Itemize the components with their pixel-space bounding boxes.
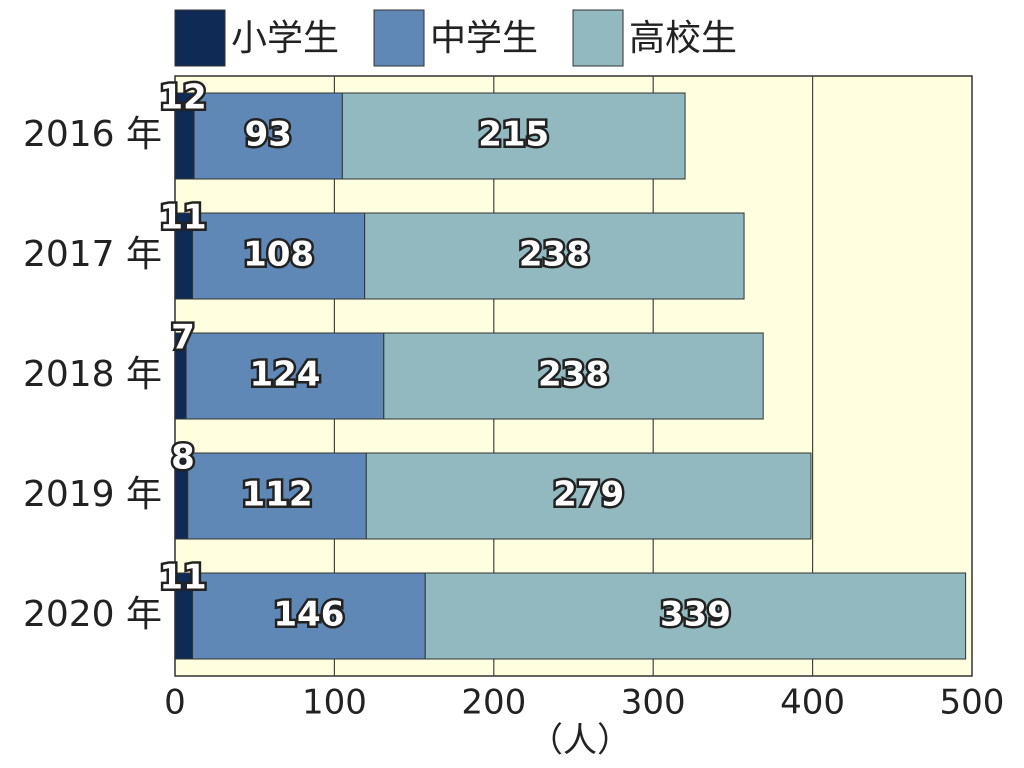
bar-segment	[193, 92, 343, 180]
x-tick-label: 300	[621, 683, 686, 723]
x-tick-label: 100	[302, 683, 367, 723]
x-tick-label: 0	[164, 683, 186, 723]
bar-segment	[192, 212, 366, 300]
legend-label: 高校生	[629, 18, 737, 59]
data-label: 7	[171, 318, 195, 358]
legend-label: 小学生	[231, 18, 339, 59]
data-label: 279	[553, 475, 624, 515]
data-label: 112	[242, 475, 313, 515]
data-label: 108	[243, 235, 314, 275]
y-tick-label: 2019 年	[23, 474, 162, 515]
data-label: 11	[159, 558, 206, 598]
x-axis-label: （人）	[529, 721, 631, 761]
y-tick-label: 2016 年	[23, 114, 162, 155]
bar-segment	[365, 452, 812, 540]
data-label: 124	[249, 355, 320, 395]
data-label: 238	[519, 235, 590, 275]
bar-segment	[383, 332, 764, 420]
y-tick-label: 2020 年	[23, 594, 162, 635]
data-label: 8	[171, 438, 195, 478]
x-tick-label: 200	[461, 683, 526, 723]
x-tick-label: 400	[780, 683, 845, 723]
legend-swatch	[572, 9, 624, 67]
data-label: 11	[159, 198, 206, 238]
data-label: 339	[660, 595, 731, 635]
y-tick-label: 2017 年	[23, 234, 162, 275]
data-label: 215	[478, 115, 549, 155]
legend-swatch	[174, 9, 226, 67]
y-tick-label: 2018 年	[23, 354, 162, 395]
data-label: 238	[538, 355, 609, 395]
legend-swatch	[373, 9, 425, 67]
data-label: 93	[245, 115, 292, 155]
bar-segment	[424, 572, 967, 660]
data-label: 146	[273, 595, 344, 635]
legend-label: 中学生	[430, 18, 538, 59]
bar-segment	[341, 92, 686, 180]
data-label: 12	[159, 78, 206, 118]
bar-segment	[364, 212, 745, 300]
bar-segment	[192, 572, 426, 660]
x-tick-label: 500	[940, 683, 1005, 723]
